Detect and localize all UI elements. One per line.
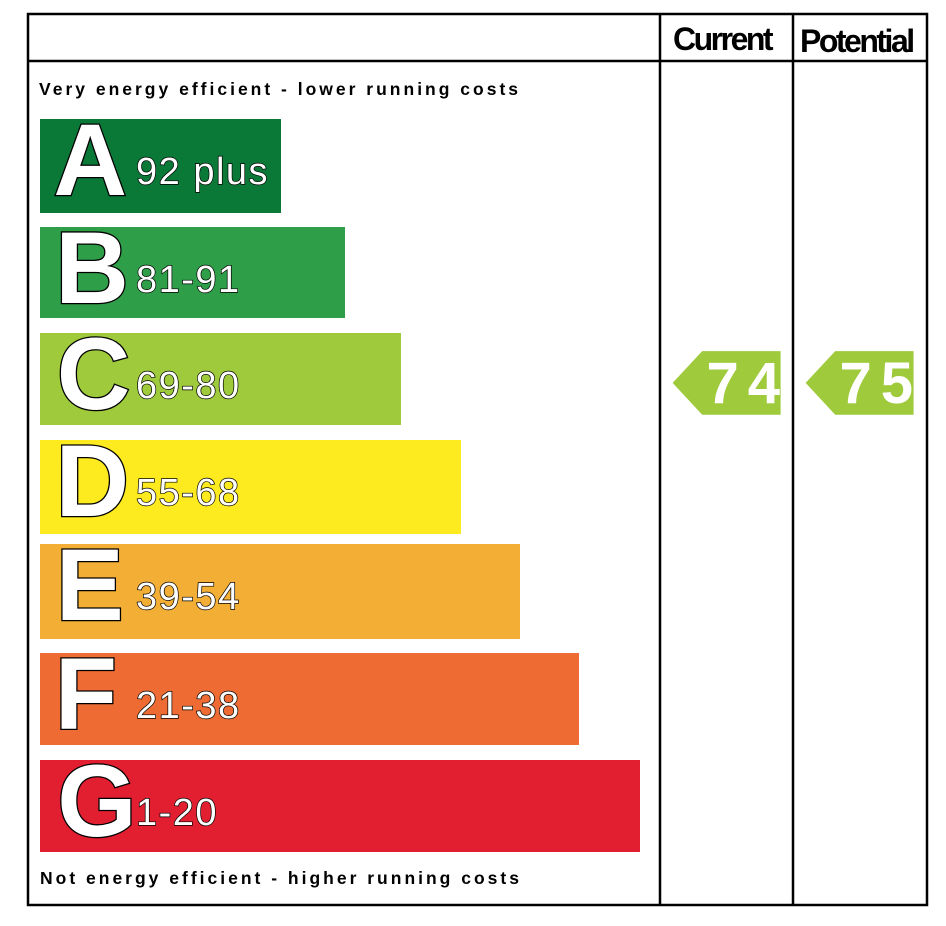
svg-text:C: C [57, 317, 131, 431]
svg-text:B: B [55, 211, 129, 325]
svg-text:55-68: 55-68 [136, 472, 241, 514]
svg-text:21-38: 21-38 [136, 685, 241, 727]
svg-text:92 plus: 92 plus [136, 151, 269, 193]
svg-text:74: 74 [707, 351, 790, 416]
svg-text:A: A [53, 103, 127, 217]
svg-text:D: D [56, 424, 130, 538]
svg-text:69-80: 69-80 [136, 365, 241, 407]
svg-text:75: 75 [840, 351, 923, 416]
svg-text:39-54: 39-54 [136, 576, 241, 618]
svg-text:1-20: 1-20 [136, 792, 218, 834]
svg-text:G: G [57, 744, 136, 858]
svg-text:81-91: 81-91 [136, 259, 241, 301]
svg-text:E: E [56, 528, 124, 642]
svg-text:F: F [55, 637, 117, 751]
